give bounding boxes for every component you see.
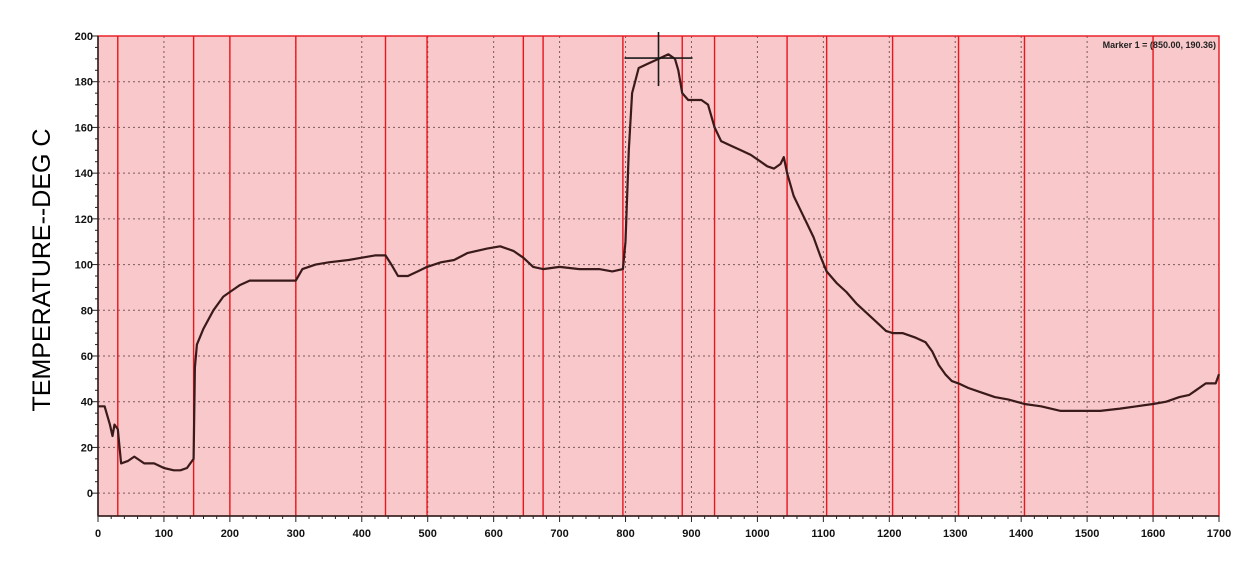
- x-axis-ticks: 0 100 200 300 400 500 600 700 800 900 1000 1100 1200…: [95, 528, 1231, 540]
- marker-label: Marker 1 = (850.00, 190.36): [1103, 40, 1216, 50]
- x-tick-label: 500: [419, 528, 437, 540]
- x-tick-label: 1300: [943, 528, 967, 540]
- x-tick-label: 300: [287, 528, 305, 540]
- plot-area: [98, 36, 1219, 516]
- x-tick-label: 1700: [1207, 528, 1231, 540]
- y-tick-label: 120: [75, 214, 93, 226]
- y-tick-label: 160: [75, 122, 93, 134]
- x-tick-label: 1100: [811, 528, 835, 540]
- x-tick-label: 1500: [1075, 528, 1099, 540]
- x-tick-label: 1600: [1141, 528, 1165, 540]
- y-tick-label: 80: [81, 305, 93, 317]
- x-tick-label: 1000: [745, 528, 769, 540]
- x-tick-label: 700: [550, 528, 568, 540]
- x-tick-label: 100: [155, 528, 173, 540]
- marker-1: [624, 32, 693, 87]
- x-tick-label: 900: [682, 528, 700, 540]
- y-tick-label: 100: [75, 260, 93, 272]
- y-axis-label: TEMPERATURE--DEG C: [28, 129, 56, 412]
- x-tick-label: 600: [484, 528, 502, 540]
- x-tick-label: 1400: [1009, 528, 1033, 540]
- x-tick-label: 1200: [877, 528, 901, 540]
- y-axis-ticks: 0 20 40 60 80 100 120 140 160 180 200: [75, 31, 93, 500]
- y-tick-label: 20: [81, 442, 93, 454]
- y-tick-label: 180: [75, 77, 93, 89]
- x-tick-label: 400: [353, 528, 371, 540]
- x-tick-label: 0: [95, 528, 101, 540]
- y-tick-label: 0: [87, 488, 93, 500]
- y-tick-label: 200: [75, 31, 93, 43]
- y-tick-label: 140: [75, 168, 93, 180]
- x-tick-label: 200: [221, 528, 239, 540]
- plot-background: [98, 36, 1219, 516]
- x-tick-label: 800: [616, 528, 634, 540]
- axes: [92, 35, 1220, 522]
- y-tick-label: 40: [81, 397, 93, 409]
- y-tick-label: 60: [81, 351, 93, 363]
